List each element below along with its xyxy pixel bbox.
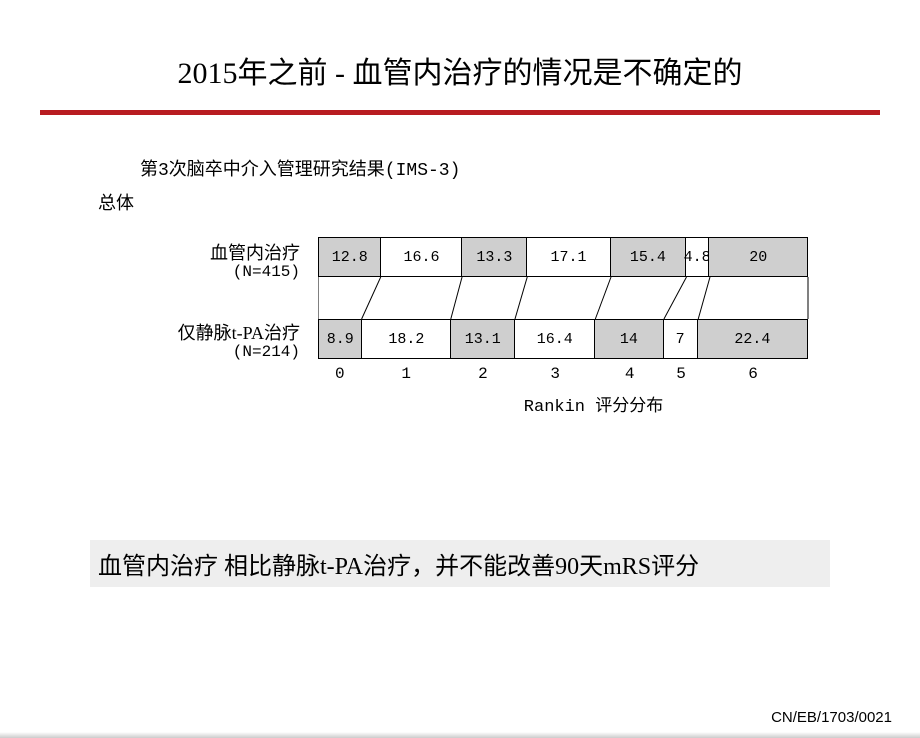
axis-tick: 3 [550, 365, 560, 383]
bar-segment: 16.4 [515, 320, 595, 358]
bar-segment: 15.4 [611, 238, 686, 276]
slide-title: 2015年之前 - 血管内治疗的情况是不确定的 [0, 48, 920, 92]
row2-label: 仅静脉t-PA治疗 [178, 319, 300, 345]
bar-segment: 14 [595, 320, 663, 358]
bar-segment: 4.8 [686, 238, 710, 276]
row1-label: 血管内治疗 [210, 239, 300, 265]
axis-tick: 4 [625, 365, 635, 383]
bar-row2: 8.918.213.116.414722.4 [318, 319, 808, 359]
axis-tick: 0 [335, 365, 345, 383]
footer-code: CN/EB/1703/0021 [771, 709, 892, 726]
bar-segment: 7 [664, 320, 698, 358]
bar-segment: 16.6 [381, 238, 462, 276]
row1-n: (N=415) [233, 263, 300, 281]
overall-label: 总体 [98, 189, 920, 215]
slide-bottom-shadow [0, 732, 920, 738]
segment-connectors [318, 277, 810, 321]
axis-tick: 6 [748, 365, 758, 383]
axis-ticks: 0 1 2 3 4 5 6 [318, 365, 808, 385]
axis-tick: 1 [401, 365, 411, 383]
bar-segment: 18.2 [362, 320, 451, 358]
bar-segment: 13.3 [462, 238, 527, 276]
bar-row1: 12.816.613.317.115.44.820 [318, 237, 808, 277]
axis-tick: 5 [676, 365, 686, 383]
bar-segment: 17.1 [527, 238, 610, 276]
bar-segment: 22.4 [698, 320, 807, 358]
conclusion-box: 血管内治疗 相比静脉t-PA治疗，并不能改善90天mRS评分 [90, 540, 830, 587]
bar-segment: 13.1 [451, 320, 515, 358]
row2-n: (N=214) [233, 343, 300, 361]
bar-segment: 12.8 [319, 238, 381, 276]
axis-title: Rankin 评分分布 [524, 391, 663, 417]
title-underline [40, 110, 880, 115]
bar-segment: 8.9 [319, 320, 362, 358]
axis-tick: 2 [478, 365, 488, 383]
bar-segment: 20 [709, 238, 807, 276]
study-subtitle: 第3次脑卒中介入管理研究结果(IMS-3) [140, 155, 920, 181]
